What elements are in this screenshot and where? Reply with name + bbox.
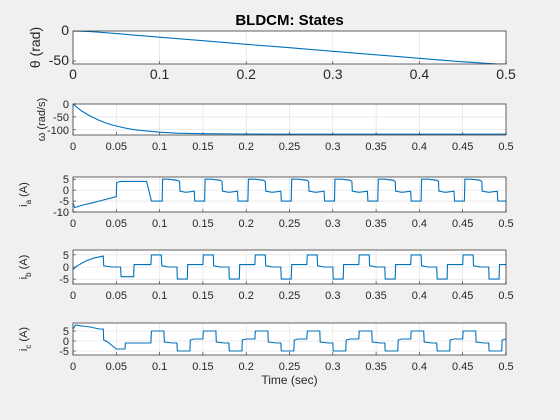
y-tick-label: 0 bbox=[63, 336, 69, 348]
x-tick-label: 0.5 bbox=[498, 290, 513, 302]
x-tick-label: 0.35 bbox=[365, 218, 386, 230]
y-axis-label: ia (A) bbox=[18, 182, 33, 207]
y-tick-label: -50 bbox=[53, 112, 69, 124]
x-tick-label: 0.45 bbox=[452, 141, 473, 153]
y-tick-label: 0 bbox=[61, 22, 69, 38]
y-axis-label: θ (rad) bbox=[27, 27, 43, 68]
x-tick-label: 0.5 bbox=[496, 66, 516, 82]
x-tick-label: 0.5 bbox=[498, 141, 513, 153]
x-tick-label: 0.25 bbox=[279, 361, 300, 373]
x-tick-label: 0 bbox=[70, 290, 76, 302]
subplot-3: 0 0.05 0.1 0.15 0.2 0.25 0.3 0.35 0.4 0.45 0.550-5… bbox=[18, 174, 514, 230]
y-axis-label-base: i bbox=[18, 277, 30, 279]
y-tick-label: -5 bbox=[59, 346, 69, 358]
x-tick-label: 0.3 bbox=[325, 218, 340, 230]
y-axis-label: ib (A) bbox=[18, 255, 33, 280]
x-tick-label: 0.1 bbox=[152, 361, 167, 373]
axes-box bbox=[72, 249, 507, 285]
x-tick-label: 0.2 bbox=[239, 361, 254, 373]
subplot-4: 0 0.05 0.1 0.15 0.2 0.25 0.3 0.35 0.4 0.45 0.550-5… bbox=[18, 249, 514, 302]
x-tick-label: 0.35 bbox=[365, 361, 386, 373]
subplot-5: 0 0.05 0.1 0.15 0.2 0.25 0.3 0.35 0.4 0.45 0.550-5… bbox=[18, 322, 514, 387]
x-tick-label: 0.1 bbox=[152, 141, 167, 153]
y-tick-label: 5 bbox=[63, 326, 69, 338]
x-tick-label: 0.05 bbox=[106, 290, 127, 302]
x-tick-label: 0.2 bbox=[239, 141, 254, 153]
y-axis-label: ic (A) bbox=[18, 327, 33, 351]
y-axis-label-unit: (A) bbox=[18, 327, 30, 345]
x-tick-label: 0.4 bbox=[412, 290, 427, 302]
x-tick-label: 0.15 bbox=[192, 361, 213, 373]
axes-box bbox=[72, 103, 507, 136]
x-tick-label: 0.3 bbox=[325, 141, 340, 153]
x-tick-label: 0.05 bbox=[106, 218, 127, 230]
x-tick-label: 0.25 bbox=[279, 290, 300, 302]
x-tick-label: 0.25 bbox=[279, 218, 300, 230]
x-tick-label: 0.05 bbox=[106, 361, 127, 373]
y-tick-label: -100 bbox=[47, 125, 69, 137]
x-tick-label: 0 bbox=[70, 361, 76, 373]
data-line bbox=[73, 31, 506, 64]
y-axis-label-base: i bbox=[18, 204, 30, 206]
x-tick-label: 0.5 bbox=[498, 218, 513, 230]
axes-box bbox=[72, 30, 507, 65]
x-tick-label: 0.5 bbox=[498, 361, 513, 373]
data-line bbox=[73, 104, 506, 135]
x-tick-label: 0.1 bbox=[150, 66, 170, 82]
x-tick-label: 0.15 bbox=[192, 141, 213, 153]
y-tick-label: 0 bbox=[63, 99, 69, 111]
x-tick-label: 0.15 bbox=[192, 218, 213, 230]
subplot-2: 0 0.05 0.1 0.15 0.2 0.25 0.3 0.35 0.4 0.45 0.50-50… bbox=[36, 98, 514, 153]
data-line bbox=[73, 324, 506, 352]
x-tick-label: 0.2 bbox=[239, 218, 254, 230]
x-tick-label: 0.45 bbox=[452, 361, 473, 373]
x-tick-label: 0.4 bbox=[412, 361, 427, 373]
x-tick-label: 0.2 bbox=[236, 66, 256, 82]
y-tick-label: 5 bbox=[63, 174, 69, 186]
y-axis-label-unit: (A) bbox=[18, 182, 30, 200]
y-tick-label: -5 bbox=[59, 196, 69, 208]
y-axis-label: ω (rad/s) bbox=[36, 98, 48, 141]
x-tick-label: 0.3 bbox=[323, 66, 343, 82]
x-tick-label: 0 bbox=[69, 66, 77, 82]
x-tick-label: 0.4 bbox=[410, 66, 430, 82]
y-axis-label-subscript: b bbox=[24, 272, 33, 277]
y-tick-label: -50 bbox=[49, 52, 69, 68]
y-tick-label: 5 bbox=[63, 250, 69, 262]
x-tick-label: 0.35 bbox=[365, 141, 386, 153]
x-tick-label: 0.15 bbox=[192, 290, 213, 302]
data-line bbox=[73, 254, 506, 280]
x-tick-label: 0 bbox=[70, 218, 76, 230]
x-tick-label: 0.05 bbox=[106, 141, 127, 153]
x-tick-label: 0.25 bbox=[279, 141, 300, 153]
axes-box bbox=[72, 176, 507, 213]
x-tick-label: 0.1 bbox=[152, 290, 167, 302]
x-tick-label: 0.4 bbox=[412, 218, 427, 230]
y-tick-label: 0 bbox=[63, 185, 69, 197]
y-axis-label-unit: (A) bbox=[18, 255, 30, 273]
x-tick-label: 0.3 bbox=[325, 290, 340, 302]
y-axis-label-subscript: c bbox=[24, 345, 33, 349]
y-axis-label-base: i bbox=[18, 349, 30, 351]
x-tick-label: 0.35 bbox=[365, 290, 386, 302]
y-tick-label: 0 bbox=[63, 262, 69, 274]
chart-title: BLDCM: States bbox=[235, 12, 343, 29]
x-tick-label: 0.45 bbox=[452, 218, 473, 230]
x-tick-label: 0.45 bbox=[452, 290, 473, 302]
x-tick-label: 0 bbox=[70, 141, 76, 153]
y-tick-label: -5 bbox=[59, 274, 69, 286]
x-tick-label: 0.4 bbox=[412, 141, 427, 153]
x-tick-label: 0.1 bbox=[152, 218, 167, 230]
x-tick-label: 0.2 bbox=[239, 290, 254, 302]
x-axis-label: Time (sec) bbox=[261, 373, 317, 387]
axes-box bbox=[72, 322, 507, 356]
x-tick-label: 0.3 bbox=[325, 361, 340, 373]
y-axis-label-subscript: a bbox=[24, 199, 33, 204]
subplot-1: 0 0.1 0.2 0.3 0.4 0.50-50θ (rad)BLDCM: States bbox=[27, 12, 516, 82]
data-line bbox=[73, 178, 506, 209]
y-tick-label: -10 bbox=[53, 207, 69, 219]
